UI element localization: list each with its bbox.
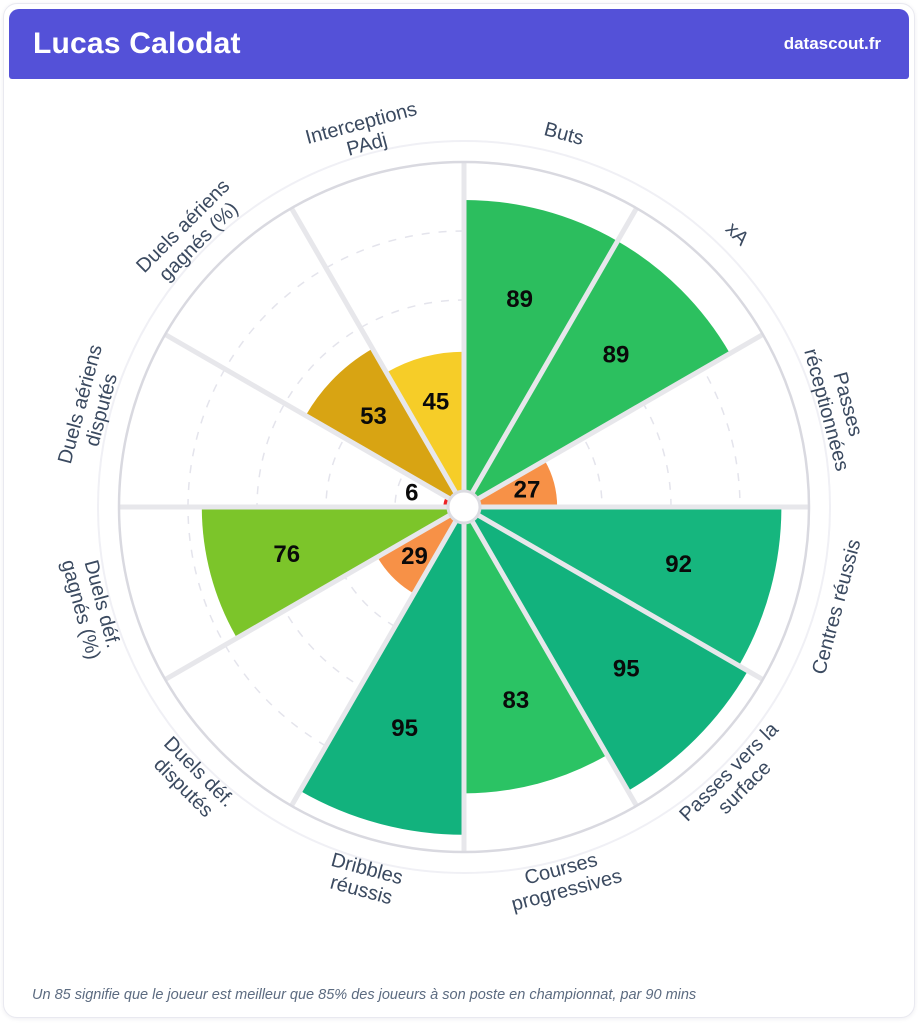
pizza-chart: Buts xA Passesréceptionnées Centres réussis… [4,4,918,1028]
slice-9 [443,496,464,507]
param-label-3: Centres réussis [808,537,865,677]
slice-1 [464,241,730,507]
slice-0 [464,199,618,507]
grid-ring [325,368,603,646]
param-label-8: Duels déf.gagnés (%) [57,552,126,662]
value-label-6: 95 [391,715,418,742]
param-label-6: Dribblesréussis [323,849,405,910]
param-label-4: Passes vers lasurface [675,718,799,842]
spoke [163,332,466,510]
value-label-11: 45 [423,389,450,416]
grid-ring [394,437,534,577]
player-card: Lucas Calodat datascout.fr Buts xA Passesr… [3,3,915,1018]
slice-10 [305,348,464,507]
center-hub [446,489,482,525]
spoke [462,504,765,682]
slice-7 [377,507,464,594]
param-label-0: Buts [542,118,586,150]
grid-ring [256,299,672,715]
value-label-10: 53 [360,403,387,430]
spoke [289,505,467,808]
spoke [461,206,639,509]
spoke [462,332,765,510]
param-label-2: Passesréceptionnées [799,341,874,474]
value-label-3: 92 [665,551,692,578]
spoke [163,504,466,682]
slice-4 [464,507,748,791]
param-label-5: Coursesprogressives [503,844,624,916]
spoke [289,206,467,509]
value-label-1: 89 [603,342,630,369]
value-label-4: 95 [613,656,640,683]
value-label-2: 27 [514,477,541,504]
slice-6 [300,507,464,835]
value-label-7: 29 [401,543,428,570]
value-label-0: 89 [506,286,533,313]
param-label-7: Duels déf.disputés [144,733,239,828]
grid-ring [187,230,741,784]
outer-ring [117,160,811,854]
pizza-chart-svg: Buts xA Passesréceptionnées Centres réussis… [54,98,874,916]
value-label-8: 76 [273,541,300,568]
param-label-10: Duels aériensgagnés (%) [132,175,250,293]
slice-11 [386,351,464,507]
slice-3 [464,507,782,666]
param-labels: Buts xA Passesréceptionnées Centres réussis… [54,98,874,916]
header-bar: Lucas Calodat datascout.fr [9,9,909,79]
value-label-5: 83 [503,687,530,714]
player-name: Lucas Calodat [33,27,241,60]
param-label-9: Duels aériensdisputés [54,342,128,472]
spokes [119,162,809,852]
slice-8 [201,507,465,639]
slice-2 [464,460,558,507]
percentile-footnote: Un 85 signifie que le joueur est meilleu… [32,987,697,1003]
brand-logo: datascout.fr [783,34,881,53]
axes-edge-ring [97,140,831,874]
param-label-1: xA [721,218,754,251]
value-labels: 89 89 27 92 95 83 95 29 76 6 53 45 [273,286,692,742]
grid-rings [187,230,741,784]
param-label-11: InterceptionsPAdj [303,98,425,170]
slices [201,199,782,835]
spoke [461,505,639,808]
slice-5 [464,507,608,794]
value-label-9: 6 [405,480,418,507]
